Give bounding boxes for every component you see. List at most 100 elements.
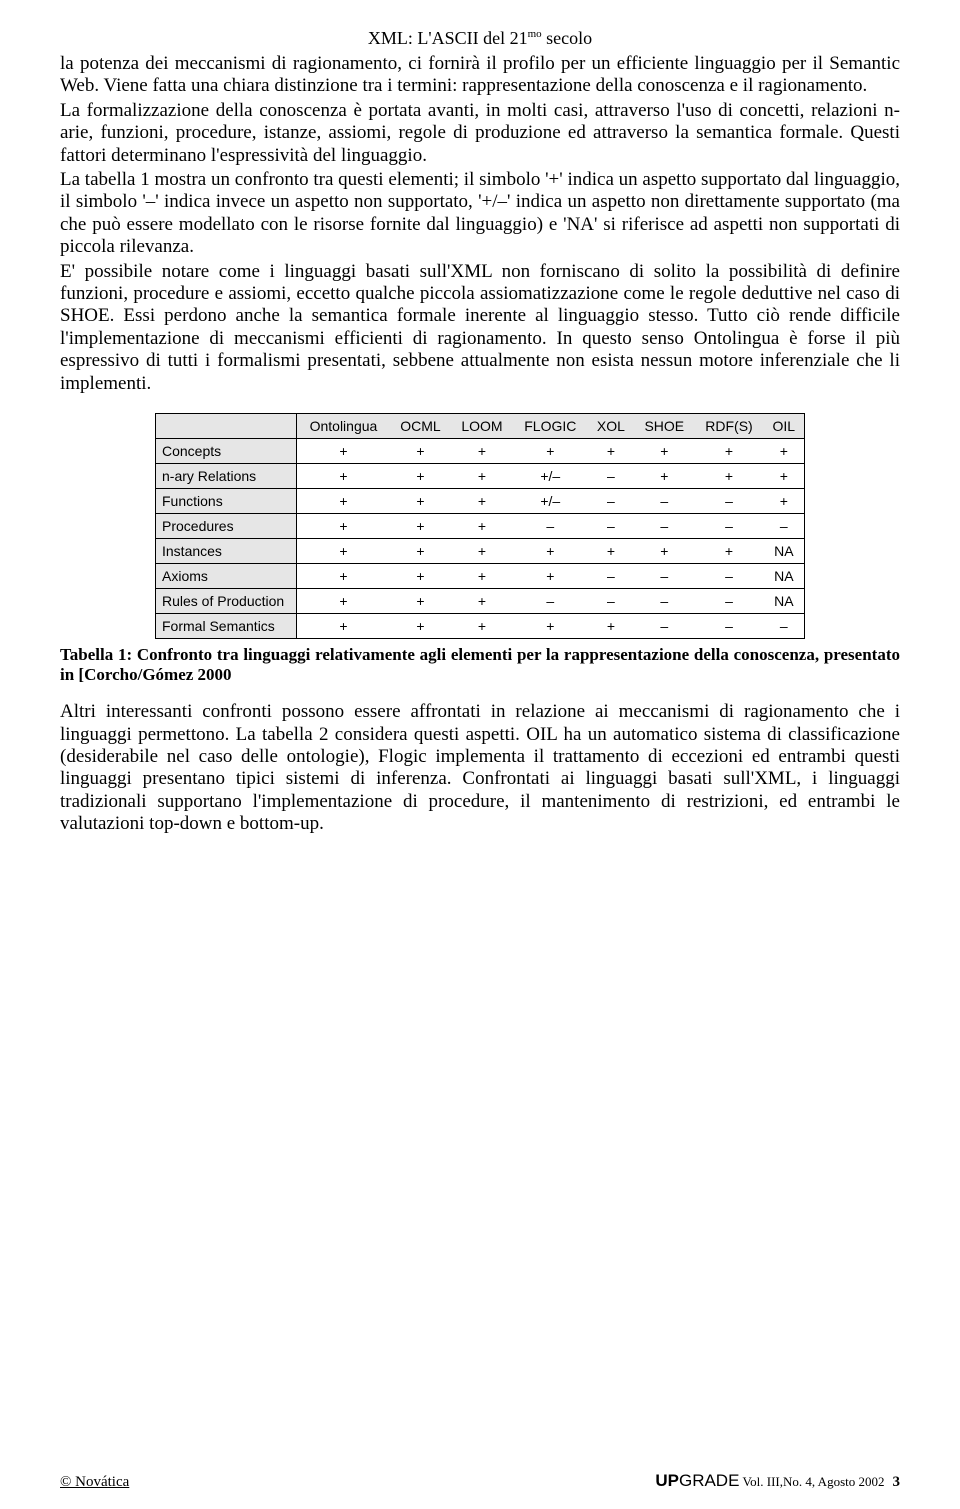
running-head-post: secolo — [542, 28, 592, 48]
paragraph-4: E' possibile notare come i linguaggi bas… — [60, 261, 900, 395]
table-cell: + — [513, 539, 588, 564]
table-cell: + — [297, 489, 390, 514]
table-cell: – — [513, 589, 588, 614]
table-cell: + — [297, 589, 390, 614]
row-label: Procedures — [156, 514, 297, 539]
page-footer: © Novática UPGRADE Vol. III,No. 4, Agost… — [60, 1471, 900, 1491]
table-cell: – — [634, 489, 694, 514]
table-cell: + — [513, 564, 588, 589]
table-cell: + — [694, 539, 763, 564]
table-cell: + — [390, 464, 451, 489]
table-cell: – — [588, 464, 635, 489]
table-cell: + — [634, 539, 694, 564]
col-header: OIL — [764, 414, 805, 439]
table-row: Instances+++++++NA — [156, 539, 805, 564]
table-cell: + — [390, 489, 451, 514]
table-cell: + — [297, 539, 390, 564]
table-cell: – — [694, 514, 763, 539]
table-row: Rules of Production+++––––NA — [156, 589, 805, 614]
table-cell: + — [390, 539, 451, 564]
running-head: XML: L'ASCII del 21mo secolo — [60, 28, 900, 49]
row-label: Concepts — [156, 439, 297, 464]
table-corner — [156, 414, 297, 439]
table-row: Formal Semantics+++++––– — [156, 614, 805, 639]
row-label: Formal Semantics — [156, 614, 297, 639]
table-caption: Tabella 1: Confronto tra linguaggi relat… — [60, 645, 900, 685]
col-header: XOL — [588, 414, 635, 439]
table-cell: – — [694, 614, 763, 639]
table-cell: + — [297, 614, 390, 639]
table-cell: + — [390, 589, 451, 614]
col-header: OCML — [390, 414, 451, 439]
row-label: Rules of Production — [156, 589, 297, 614]
table-cell: NA — [764, 589, 805, 614]
col-header: LOOM — [451, 414, 513, 439]
table-cell: + — [297, 439, 390, 464]
table-cell: + — [451, 564, 513, 589]
table-cell: + — [390, 564, 451, 589]
paragraph-3: La tabella 1 mostra un confronto tra que… — [60, 169, 900, 259]
row-label: Instances — [156, 539, 297, 564]
page: XML: L'ASCII del 21mo secolo la potenza … — [0, 0, 960, 1509]
table-cell: + — [764, 439, 805, 464]
paragraph-5: Altri interessanti confronti possono ess… — [60, 701, 900, 835]
table-cell: + — [694, 439, 763, 464]
table-cell: + — [390, 514, 451, 539]
table-cell: – — [634, 589, 694, 614]
table-cell: + — [588, 439, 635, 464]
table-cell: + — [634, 439, 694, 464]
table-cell: + — [513, 439, 588, 464]
table-cell: – — [694, 564, 763, 589]
table-cell: + — [297, 464, 390, 489]
table-body: Concepts++++++++n-ary Relations++++/––++… — [156, 439, 805, 639]
table-cell: +/– — [513, 464, 588, 489]
col-header: RDF(S) — [694, 414, 763, 439]
table-header-row: Ontolingua OCML LOOM FLOGIC XOL SHOE RDF… — [156, 414, 805, 439]
table-cell: + — [764, 464, 805, 489]
paragraph-1: la potenza dei meccanismi di ragionament… — [60, 53, 900, 98]
table-cell: + — [451, 439, 513, 464]
table-cell: + — [764, 489, 805, 514]
table-cell: + — [451, 464, 513, 489]
footer-right: UPGRADE Vol. III,No. 4, Agosto 2002 3 — [655, 1471, 900, 1491]
page-number: 3 — [893, 1474, 901, 1490]
table-cell: – — [634, 514, 694, 539]
row-label: n-ary Relations — [156, 464, 297, 489]
col-header: SHOE — [634, 414, 694, 439]
table-cell: – — [694, 489, 763, 514]
table-cell: – — [588, 489, 635, 514]
table-cell: NA — [764, 539, 805, 564]
table-row: Axioms++++–––NA — [156, 564, 805, 589]
table-cell: + — [588, 539, 635, 564]
table-cell: + — [451, 589, 513, 614]
table-cell: +/– — [513, 489, 588, 514]
table-cell: + — [634, 464, 694, 489]
table-cell: – — [588, 589, 635, 614]
table-cell: – — [634, 564, 694, 589]
table-cell: + — [513, 614, 588, 639]
table-cell: – — [588, 514, 635, 539]
table-cell: – — [764, 614, 805, 639]
table-cell: + — [451, 514, 513, 539]
table-row: Concepts++++++++ — [156, 439, 805, 464]
table-cell: – — [513, 514, 588, 539]
table-cell: + — [588, 614, 635, 639]
footer-left: © Novática — [60, 1474, 129, 1491]
paragraph-2: La formalizzazione della conoscenza è po… — [60, 100, 900, 167]
table-row: Procedures+++––––– — [156, 514, 805, 539]
comparison-table-wrap: Ontolingua OCML LOOM FLOGIC XOL SHOE RDF… — [155, 413, 805, 639]
table-cell: + — [297, 514, 390, 539]
comparison-table: Ontolingua OCML LOOM FLOGIC XOL SHOE RDF… — [155, 413, 805, 639]
table-cell: + — [297, 564, 390, 589]
table-row: Functions++++/––––+ — [156, 489, 805, 514]
table-cell: NA — [764, 564, 805, 589]
journal-rest: GRADE — [679, 1471, 739, 1490]
col-header: Ontolingua — [297, 414, 390, 439]
journal-bold: UP — [655, 1471, 679, 1490]
issue-info: Vol. III,No. 4, Agosto 2002 — [739, 1474, 884, 1489]
table-cell: – — [694, 589, 763, 614]
table-cell: – — [764, 514, 805, 539]
table-cell: + — [390, 439, 451, 464]
table-cell: + — [451, 614, 513, 639]
row-label: Axioms — [156, 564, 297, 589]
